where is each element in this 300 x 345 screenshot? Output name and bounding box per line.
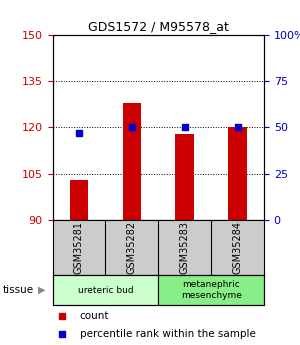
Text: GSM35281: GSM35281: [74, 221, 84, 274]
Bar: [176, 134, 194, 220]
Point: [76, 130, 81, 136]
Point: [235, 125, 240, 130]
Point: [60, 331, 65, 337]
Text: ureteric bud: ureteric bud: [78, 286, 133, 295]
Bar: [158, 275, 264, 305]
Bar: [70, 180, 88, 220]
Text: tissue: tissue: [3, 285, 34, 295]
Text: GSM35283: GSM35283: [180, 221, 190, 274]
Text: percentile rank within the sample: percentile rank within the sample: [80, 329, 256, 339]
Text: ▶: ▶: [38, 285, 45, 295]
Text: GSM35284: GSM35284: [232, 221, 243, 274]
Point: [182, 125, 187, 130]
Bar: [123, 103, 141, 220]
Bar: [228, 128, 247, 220]
Text: count: count: [80, 312, 109, 322]
Point: [129, 125, 134, 130]
Text: GSM35282: GSM35282: [127, 221, 137, 274]
Point: [60, 314, 65, 319]
Bar: [52, 275, 158, 305]
Text: metanephric
mesenchyme: metanephric mesenchyme: [181, 280, 242, 300]
Title: GDS1572 / M95578_at: GDS1572 / M95578_at: [88, 20, 229, 33]
